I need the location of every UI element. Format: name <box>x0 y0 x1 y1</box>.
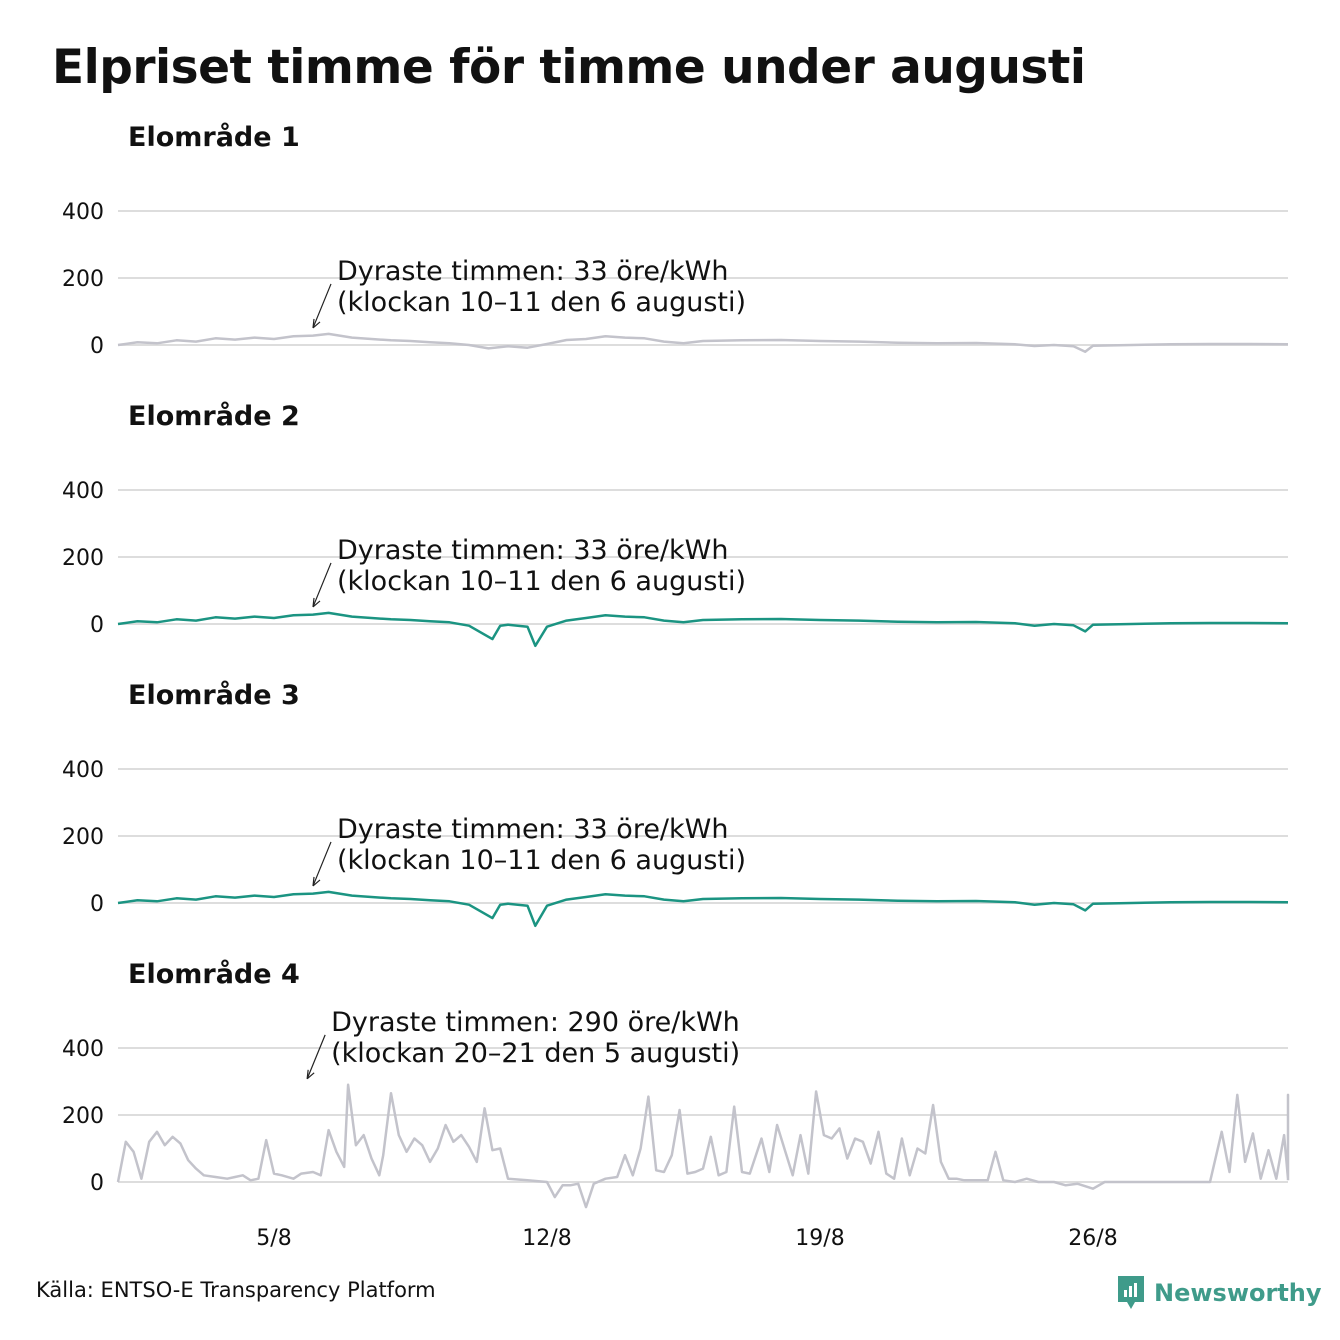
y-tick-label: 400 <box>62 479 104 504</box>
price-line-4 <box>116 1083 1290 1209</box>
y-tick-label: 200 <box>62 825 104 850</box>
y-tick-label: 200 <box>62 267 104 292</box>
price-line-3 <box>117 890 1289 928</box>
annotation-line-2: (klockan 10–11 den 6 augusti) <box>337 566 746 597</box>
annotation-line-1: Dyraste timmen: 33 öre/kWh <box>337 256 728 287</box>
y-tick-label: 400 <box>62 758 104 783</box>
annotation-arrowhead <box>312 597 321 608</box>
annotation-line-1: Dyraste timmen: 290 öre/kWh <box>331 1007 740 1038</box>
panel-title-2: Elområde 2 <box>128 401 300 432</box>
x-tick-label: 5/8 <box>256 1226 291 1251</box>
price-line-1 <box>117 332 1289 353</box>
annotation-arrow <box>312 283 332 329</box>
annotation-line-1: Dyraste timmen: 33 öre/kWh <box>337 814 728 845</box>
annotation-line-2: (klockan 10–11 den 6 augusti) <box>337 287 746 318</box>
x-tick-label: 19/8 <box>795 1226 844 1251</box>
x-tick-label: 12/8 <box>522 1226 571 1251</box>
panel-title-4: Elområde 4 <box>128 959 300 990</box>
newsworthy-logo-icon <box>1118 1276 1144 1309</box>
y-tick-label: 0 <box>90 613 104 638</box>
y-tick-label: 200 <box>62 1104 104 1129</box>
annotation-arrow <box>306 1034 326 1080</box>
annotation-arrow <box>312 841 332 887</box>
annotation-arrowhead <box>306 1069 315 1080</box>
y-tick-label: 0 <box>90 334 104 359</box>
source-note: Källa: ENTSO-E Transparency Platform <box>36 1278 436 1302</box>
annotation-line-1: Dyraste timmen: 33 öre/kWh <box>337 535 728 566</box>
y-tick-label: 400 <box>62 1037 104 1062</box>
annotation-arrow <box>312 562 332 608</box>
y-tick-label: 0 <box>90 892 104 917</box>
chart-title: Elpriset timme för timme under augusti <box>52 40 1086 95</box>
y-tick-label: 400 <box>62 200 104 225</box>
brand-logo: Newsworthy <box>1116 1274 1322 1312</box>
panel-title-1: Elområde 1 <box>128 122 300 153</box>
panel-title-3: Elområde 3 <box>128 680 300 711</box>
x-tick-label: 26/8 <box>1068 1226 1117 1251</box>
y-tick-label: 200 <box>62 546 104 571</box>
annotation-arrowhead <box>312 876 321 887</box>
annotation-line-2: (klockan 10–11 den 6 augusti) <box>337 845 746 876</box>
annotation-arrowhead <box>312 318 321 329</box>
price-line-2 <box>117 611 1289 648</box>
y-tick-label: 0 <box>90 1171 104 1196</box>
brand-name: Newsworthy <box>1154 1279 1322 1307</box>
annotation-line-2: (klockan 20–21 den 5 augusti) <box>331 1038 740 1069</box>
